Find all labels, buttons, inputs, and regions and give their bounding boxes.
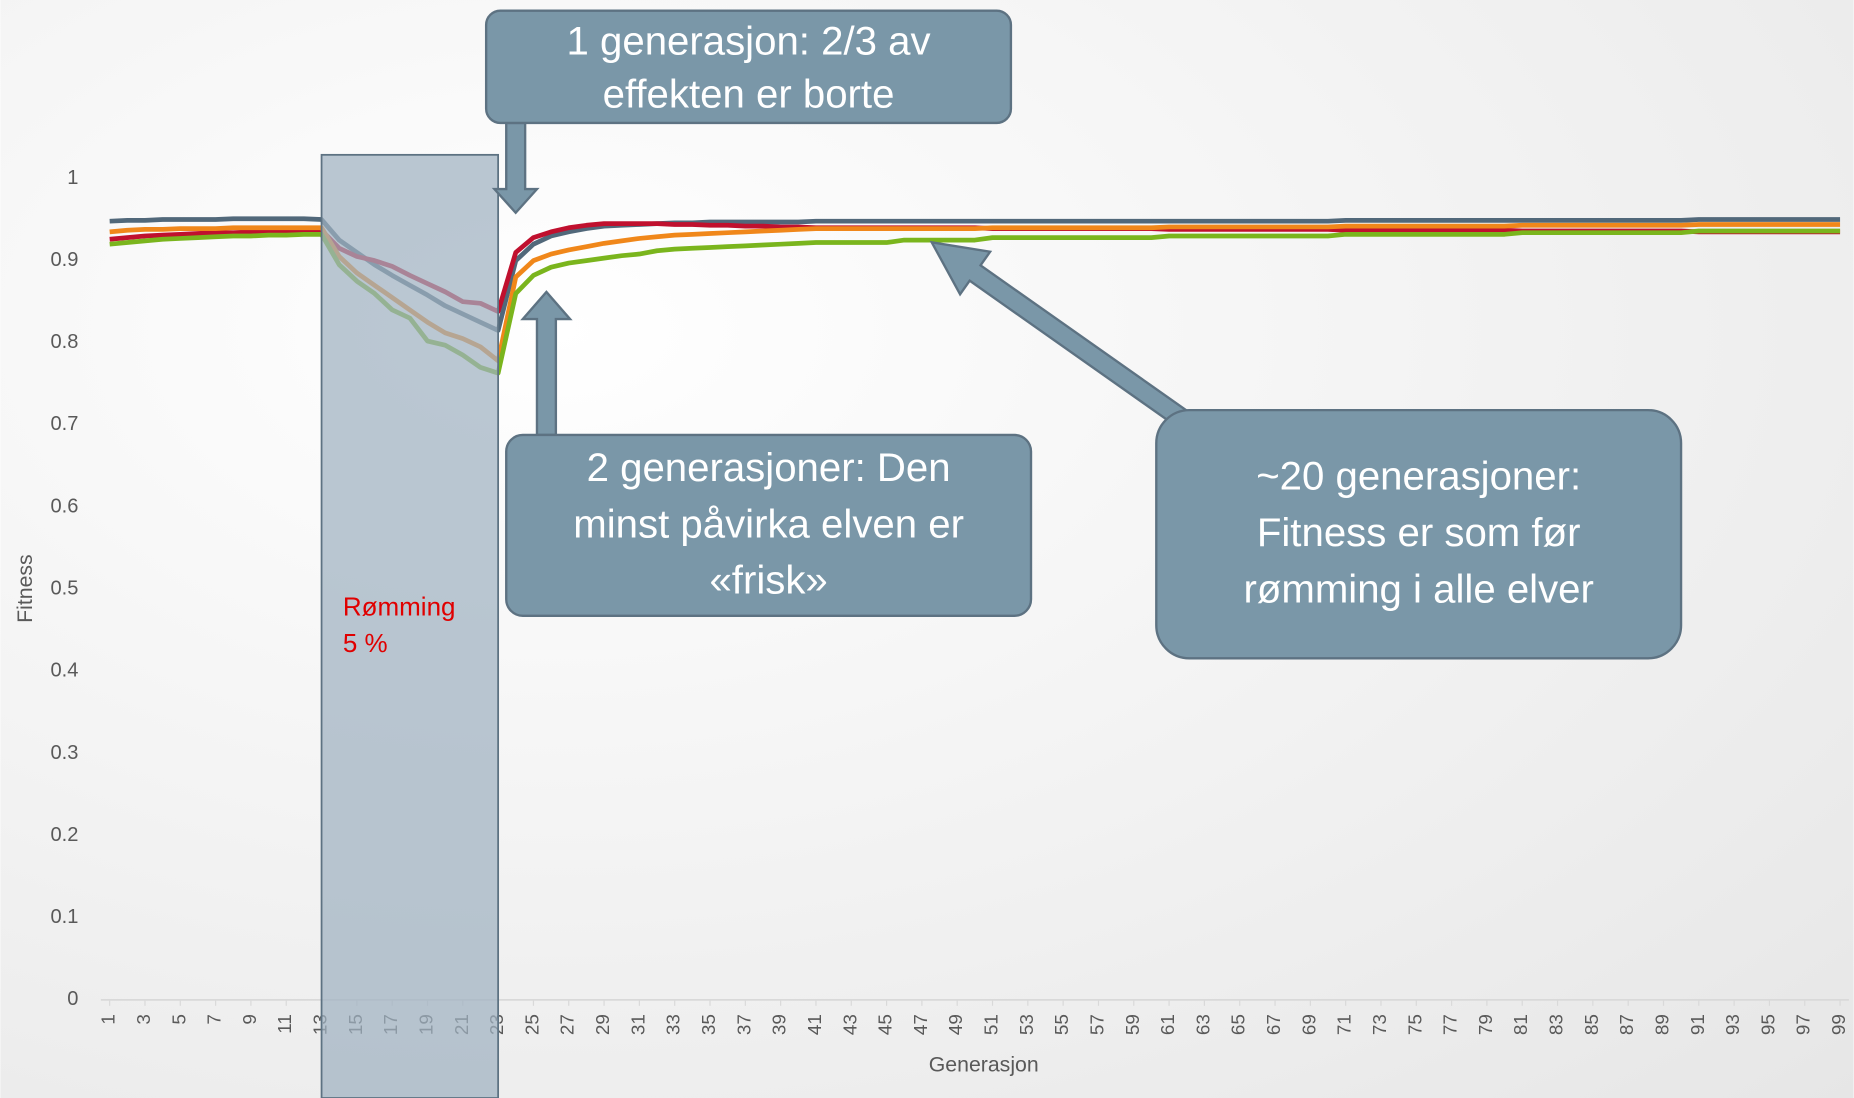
x-tick-label: 83 [1547, 1014, 1568, 1035]
annotation-text: Fitness er som før [1257, 510, 1581, 555]
y-tick-label: 0.5 [50, 577, 78, 599]
x-tick-label: 37 [734, 1014, 755, 1035]
x-tick-label: 71 [1335, 1014, 1356, 1035]
arrow [491, 121, 540, 215]
y-tick-label: 0.6 [50, 495, 78, 517]
annotation-box [505, 433, 1033, 617]
x-tick-label: 79 [1476, 1014, 1497, 1035]
x-axis-label: Generasjon [929, 1053, 1039, 1077]
annotations: 1 generasjon: 2/3 av effekten er borte [484, 9, 1013, 215]
x-tick-label: 55 [1052, 1014, 1073, 1035]
y-tick-label: 0.1 [50, 906, 78, 928]
x-tick-label: 53 [1017, 1014, 1038, 1035]
x-tick-label: 59 [1123, 1014, 1144, 1035]
x-tick-label: 87 [1617, 1014, 1638, 1035]
x-tick-label: 75 [1405, 1014, 1426, 1035]
x-tick-label: 85 [1582, 1014, 1603, 1035]
x-tick-label: 91 [1688, 1014, 1709, 1035]
annotation-text: 1 generasjon: 2/3 av [567, 18, 931, 63]
x-tick-label: 31 [628, 1014, 649, 1035]
x-tick-label: 43 [840, 1014, 861, 1035]
arrow [520, 290, 573, 437]
x-tick-label: 95 [1758, 1014, 1779, 1035]
x-tick-label: 35 [699, 1014, 720, 1035]
annotation-text: effekten er borte [603, 72, 895, 117]
x-tick-label: 47 [911, 1014, 932, 1035]
x-tick-label: 63 [1193, 1014, 1214, 1035]
shaded-period [320, 153, 500, 1098]
y-tick-label: 0.3 [50, 742, 78, 764]
x-tick-label: 81 [1511, 1014, 1532, 1035]
x-tick-label: 3 [134, 1014, 155, 1025]
x-tick-label: 25 [522, 1014, 543, 1035]
annotation-text: rømming i alle elver [1243, 567, 1593, 612]
annotation-text: ~20 generasjoner: [1256, 453, 1581, 498]
x-tick-label: 29 [593, 1014, 614, 1035]
x-tick-label: 93 [1723, 1014, 1744, 1035]
shaded-label: Rømming [343, 592, 456, 622]
y-axis-label: Fitness [13, 554, 37, 623]
x-tick-label: 99 [1829, 1014, 1850, 1035]
x-tick-label: 89 [1652, 1014, 1673, 1035]
x-tick-label: 27 [558, 1014, 579, 1035]
annotations: 2 generasjoner: Den minst påvirka elven e… [505, 240, 1683, 660]
y-tick-label: 0.2 [50, 824, 78, 846]
x-tick-label: 51 [982, 1014, 1003, 1035]
y-tick-label: 0.4 [50, 660, 78, 682]
x-tick-label: 39 [770, 1014, 791, 1035]
x-tick-label: 97 [1794, 1014, 1815, 1035]
shaded-label: 5 % [343, 628, 388, 658]
annotation-box [484, 9, 1013, 125]
x-tick-label: 77 [1441, 1014, 1462, 1035]
x-tick-label: 49 [946, 1014, 967, 1035]
x-tick-label: 11 [275, 1014, 296, 1034]
x-tick-label: 45 [876, 1014, 897, 1035]
x-tick-label: 7 [205, 1014, 226, 1025]
x-tick-label: 5 [169, 1014, 190, 1025]
x-tick-label: 33 [664, 1014, 685, 1035]
annotation-box [1155, 408, 1683, 660]
y-tick-label: 0.9 [50, 249, 78, 271]
x-tick-label: 41 [805, 1014, 826, 1035]
arrow [929, 240, 1196, 433]
annotation-text: minst påvirka elven er [573, 502, 964, 547]
x-tick-label: 9 [240, 1014, 261, 1025]
x-tick-label: 67 [1264, 1014, 1285, 1035]
x-tick-label: 61 [1158, 1014, 1179, 1035]
x-tick-label: 1 [99, 1014, 120, 1025]
y-tick-label: 1 [67, 167, 78, 189]
x-tick-label: 65 [1229, 1014, 1250, 1035]
x-tick-label: 57 [1087, 1014, 1108, 1035]
annotation-text: 2 generasjoner: Den [587, 445, 951, 490]
x-tick-label: 69 [1299, 1014, 1320, 1035]
y-tick-label: 0 [67, 988, 78, 1010]
annotation-text: «frisk» [709, 557, 827, 602]
plot-area: 00.10.20.30.40.50.60.70.80.9113579111315… [50, 153, 1850, 1098]
y-tick-label: 0.7 [50, 413, 78, 435]
y-tick-label: 0.8 [50, 331, 78, 353]
x-tick-label: 73 [1370, 1014, 1391, 1035]
